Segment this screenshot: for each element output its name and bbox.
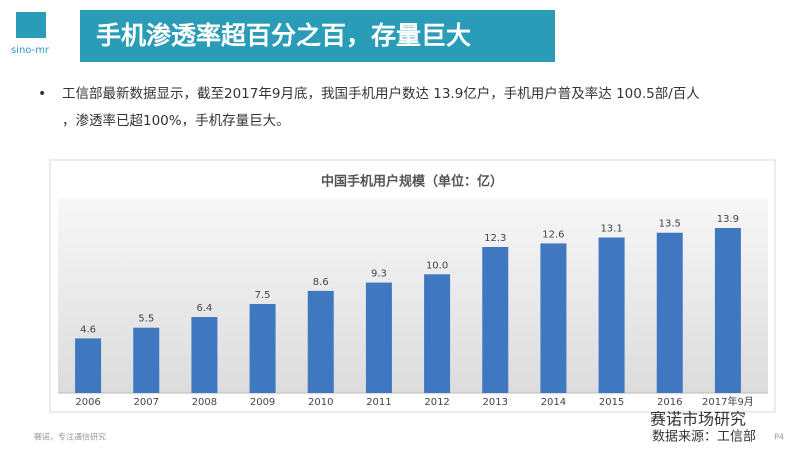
value-label: 10.0 — [426, 260, 448, 271]
logo-icon — [16, 12, 46, 38]
bar — [75, 338, 102, 393]
x-tick-label: 2007 — [134, 397, 159, 408]
x-tick-label: 2014 — [541, 397, 566, 408]
x-tick-label: 2017年9月 — [702, 395, 754, 408]
value-label: 8.6 — [313, 277, 329, 288]
logo-text: sino-mr — [11, 45, 50, 56]
bar — [714, 228, 741, 393]
x-tick-label: 2013 — [483, 397, 508, 408]
footer-left: 赛诺，专注通信研究 — [34, 432, 106, 442]
bullet-line: ，渗透率已超100%，手机存量巨大。 — [62, 112, 290, 129]
bar — [307, 290, 334, 393]
bullet-line: 工信部最新数据显示，截至2017年9月底，我国手机用户数达 13.9亿户，手机用… — [62, 85, 700, 102]
value-label: 13.5 — [659, 219, 681, 230]
value-label: 6.4 — [196, 303, 212, 314]
page-number: P4 — [774, 433, 784, 442]
bar — [598, 237, 625, 393]
title-bar — [80, 10, 555, 62]
value-label: 9.3 — [371, 269, 387, 280]
value-label: 5.5 — [138, 314, 154, 325]
x-tick-label: 2011 — [366, 397, 391, 408]
value-label: 13.1 — [600, 223, 622, 234]
bar — [656, 232, 683, 393]
x-tick-label: 2008 — [192, 397, 217, 408]
bar — [249, 303, 276, 393]
chart-title: 中国手机用户规模（单位：亿） — [321, 174, 503, 190]
slide-title: 手机渗透率超百分之百，存量巨大 — [96, 21, 471, 50]
bar — [133, 327, 160, 393]
bar — [540, 243, 567, 393]
source: 数据来源：工信部 — [652, 430, 756, 445]
value-label: 13.9 — [717, 214, 739, 225]
value-label: 7.5 — [255, 290, 271, 301]
x-tick-label: 2010 — [308, 397, 333, 408]
x-tick-label: 2009 — [250, 397, 275, 408]
bar — [365, 282, 392, 393]
x-tick-label: 2015 — [599, 397, 624, 408]
bar — [424, 274, 451, 393]
x-tick-label: 2012 — [424, 397, 449, 408]
x-tick-label: 2006 — [75, 397, 100, 408]
x-tick-label: 2016 — [657, 397, 682, 408]
value-label: 12.6 — [542, 229, 564, 240]
bullet-dot: • — [38, 86, 46, 102]
bar — [482, 246, 509, 393]
plot-area — [58, 198, 768, 393]
watermark: 赛诺市场研究 — [650, 410, 746, 429]
value-label: 4.6 — [80, 324, 96, 335]
bar — [191, 317, 218, 393]
value-label: 12.3 — [484, 233, 506, 244]
